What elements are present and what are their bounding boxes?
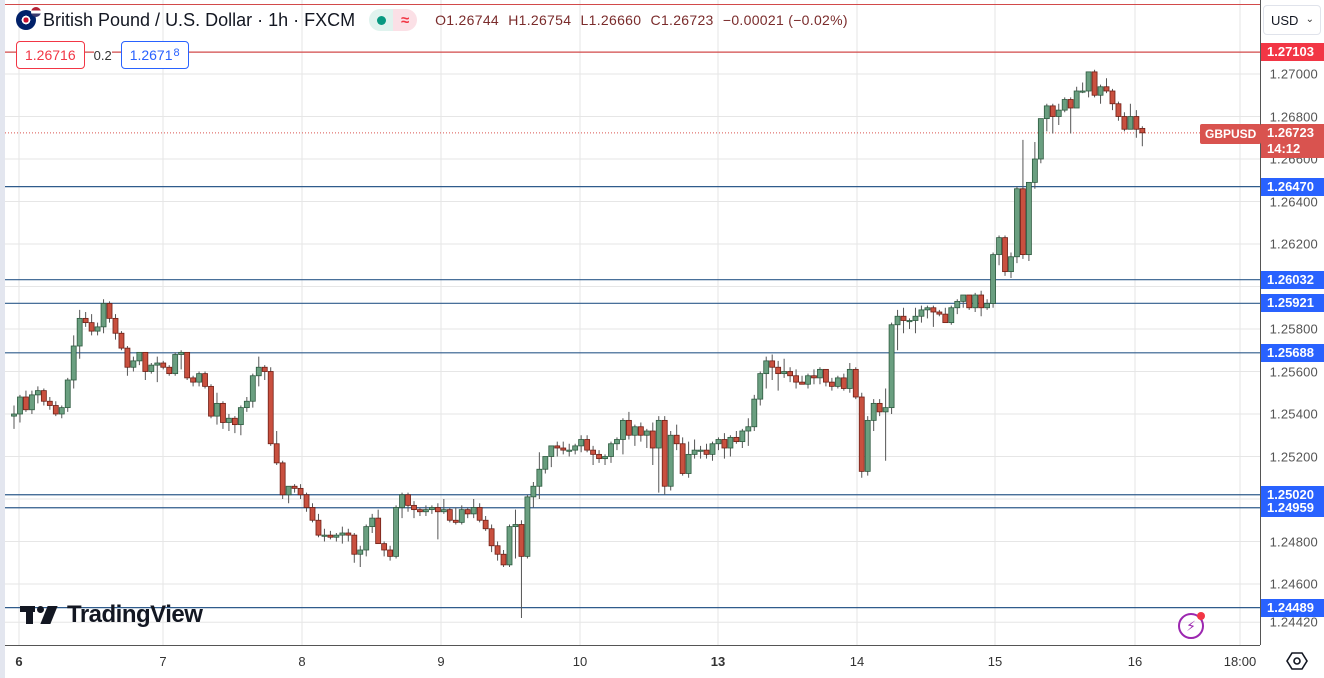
bar-countdown: 14:12 (1267, 140, 1301, 156)
buy-sell-panel: 1.26716 0.2 1.2671 8 (16, 41, 189, 69)
tradingview-logo[interactable]: TradingView (20, 601, 203, 629)
time-tick-label: 14 (849, 654, 865, 669)
market-open-dot-icon (369, 9, 394, 31)
price-tick-label: 1.25800 (1269, 321, 1318, 337)
time-tick-label: 13 (710, 654, 726, 669)
level-price-tag: 1.27103 (1261, 43, 1324, 62)
price-tick-label: 1.26800 (1269, 109, 1318, 124)
buy-price-pip: 8 (173, 47, 180, 59)
chart-legend: British Pound / U.S. Dollar · 1h · FXCM … (16, 7, 853, 32)
ohlc-high: H1.26754 (508, 12, 572, 28)
sell-price: 1.26716 (25, 47, 76, 63)
ohlc-low: L1.26660 (580, 12, 642, 28)
currency-select[interactable]: USD ⌄ (1263, 5, 1321, 35)
ohlc-values: O1.26744 H1.26754 L1.26660 C1.26723 −0.0… (435, 12, 853, 28)
chart-pane[interactable] (5, 0, 1260, 645)
gbp-usd-flag-icon (16, 7, 41, 30)
ohlc-change: −0.00021 (−0.02%) (722, 12, 848, 28)
time-tick-label: 6 (15, 654, 23, 669)
price-axis[interactable]: 1.27000 1.26800 1.26600 1.26400 1.26200 1.258… (1260, 0, 1324, 645)
time-tick-label: 7 (159, 654, 167, 669)
ohlc-close: C1.26723 (650, 12, 714, 28)
candlestick-chart[interactable] (5, 0, 1260, 645)
left-toolbar-edge (0, 0, 5, 678)
price-tick-label: 1.24600 (1269, 576, 1318, 592)
buy-button[interactable]: 1.2671 8 (120, 41, 189, 69)
time-tick-label: 16 (1127, 654, 1143, 669)
level-price-tag: 1.25688 (1261, 343, 1324, 362)
price-tick-label: 1.25400 (1269, 406, 1318, 422)
ohlc-open: O1.26744 (435, 12, 499, 28)
currency-value: USD (1271, 12, 1299, 28)
data-delay-wave-icon: ≈ (393, 9, 418, 31)
grid-lines (5, 0, 1260, 645)
lightning-icon: ⚡ (1186, 617, 1196, 634)
flash-alert-button[interactable]: ⚡ (1178, 612, 1205, 639)
notification-dot-icon (1197, 612, 1205, 620)
tradingview-mark-icon (20, 604, 60, 626)
time-tick-label: 15 (987, 654, 1003, 669)
buy-price: 1.2671 (129, 47, 173, 63)
candles (11, 69, 1146, 618)
settings-gear-icon[interactable] (1286, 650, 1308, 672)
time-tick-label: 18:00 (1223, 654, 1257, 669)
tradingview-wordmark: TradingView (67, 601, 203, 628)
time-tick-label: 8 (298, 654, 306, 669)
level-price-tag: 1.24959 (1261, 498, 1324, 517)
price-tick-label: 1.27000 (1269, 66, 1318, 82)
sell-button[interactable]: 1.26716 (16, 41, 85, 69)
level-price-tag: 1.26032 (1261, 270, 1324, 289)
symbol-price-label: GBPUSD (1200, 123, 1262, 144)
horizontal-levels[interactable] (5, 4, 1260, 609)
time-tick-label: 9 (437, 654, 445, 669)
price-tick-label: 1.25200 (1269, 449, 1318, 464)
spread-value: 0.2 (93, 47, 112, 63)
last-price-value: 1.26723 (1267, 124, 1314, 140)
time-axis[interactable]: 6 7 8 9 10 13 14 15 16 18:00 (5, 645, 1260, 678)
last-price-tag: 1.26723 14:12 (1261, 123, 1324, 158)
market-status-pill[interactable]: ≈ (369, 9, 418, 31)
symbol-title[interactable]: British Pound / U.S. Dollar · 1h · FXCM (43, 9, 356, 30)
price-tick-label: 1.25600 (1269, 364, 1318, 379)
price-tick-label: 1.24800 (1269, 534, 1318, 549)
price-tick-label: 1.26400 (1269, 194, 1318, 209)
time-tick-label: 10 (572, 654, 588, 669)
price-tick-label: 1.26200 (1269, 236, 1318, 252)
price-tick-label: 1.24420 (1269, 614, 1318, 630)
level-price-tag: 1.24489 (1261, 598, 1324, 617)
chevron-down-icon: ⌄ (1305, 14, 1314, 25)
level-price-tag: 1.25921 (1261, 294, 1324, 313)
level-price-tag: 1.26470 (1261, 177, 1324, 196)
